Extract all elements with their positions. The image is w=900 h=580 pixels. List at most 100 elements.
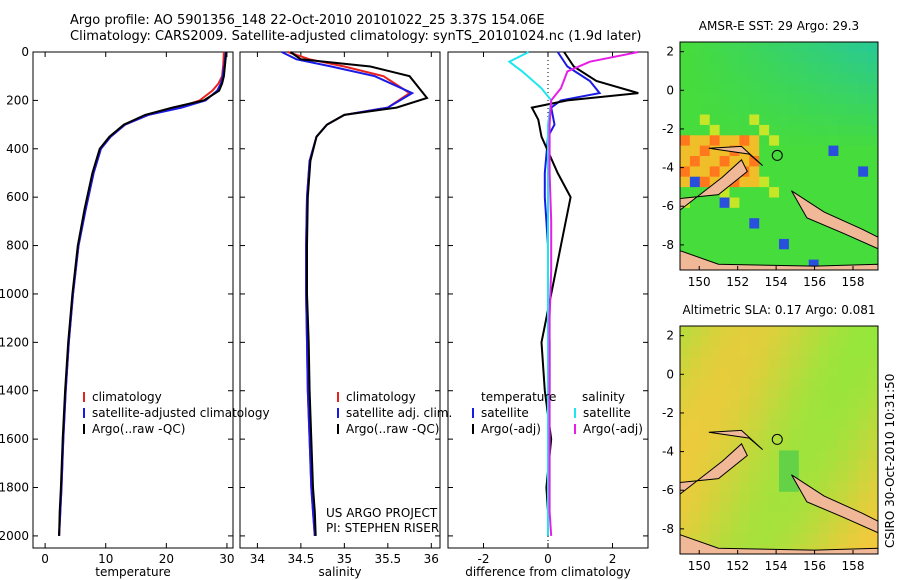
map-cell-1 — [759, 450, 770, 462]
map-cell-0 — [689, 73, 701, 84]
map-cell-0 — [729, 197, 740, 209]
map-cell-0 — [798, 249, 810, 261]
map-cell-0 — [759, 93, 770, 105]
map-cell-1 — [858, 346, 869, 358]
map-cell-0 — [848, 73, 859, 84]
map-cell-0 — [749, 218, 760, 230]
map-cell-1 — [739, 388, 750, 400]
map-cell-0 — [788, 124, 800, 136]
map-cell-1 — [779, 419, 790, 431]
map-cell-1 — [699, 460, 711, 472]
map-cell-0 — [808, 259, 820, 271]
map-cell-0 — [729, 124, 740, 136]
island-shape-1-b — [708, 429, 763, 451]
map-cell-1 — [838, 460, 849, 472]
map-cell-1 — [838, 367, 849, 379]
map-cell-0 — [749, 249, 760, 261]
map-cell-1 — [779, 522, 790, 534]
map-cell-0 — [858, 218, 869, 230]
map-cell-0 — [779, 166, 790, 178]
map-cell-0 — [729, 249, 740, 261]
map-cell-1 — [769, 491, 780, 503]
map-y-tick-label-0-3: -4 — [662, 161, 674, 175]
map-cell-1 — [709, 336, 721, 348]
map-cell-0 — [828, 187, 839, 198]
map-cell-1 — [699, 367, 711, 379]
map-cell-1 — [808, 326, 820, 337]
map-cell-0 — [769, 197, 780, 209]
map-cell-0 — [749, 187, 760, 198]
map-cell-1 — [828, 377, 839, 389]
map-y-tick-label-0-1: 0 — [666, 83, 674, 97]
map-cell-1 — [709, 357, 721, 368]
map-cell-1 — [779, 346, 790, 358]
map-cell-0 — [858, 187, 869, 198]
map-cell-1 — [868, 367, 879, 379]
map-cell-1 — [769, 346, 780, 358]
map-cell-0 — [828, 124, 839, 136]
map-cell-0 — [838, 156, 849, 167]
map-cell-0 — [729, 207, 740, 219]
map-cell-1 — [828, 326, 839, 337]
map-cell-0 — [838, 104, 849, 116]
map-cell-1 — [689, 326, 701, 337]
map-cell-1 — [808, 502, 820, 514]
map-cell-1 — [798, 346, 810, 358]
map-cell-0 — [818, 52, 829, 64]
map-cell-1 — [689, 419, 701, 431]
map-cell-1 — [848, 377, 859, 389]
map-cell-1 — [788, 429, 800, 441]
map-cell-0 — [779, 249, 790, 261]
map-cell-1 — [719, 408, 730, 420]
map-cell-0 — [818, 176, 829, 188]
map-cell-0 — [828, 249, 839, 261]
map-cell-1 — [868, 450, 879, 462]
y-tick-label-2: 400 — [6, 142, 29, 156]
map-cell-1 — [709, 491, 721, 503]
map-cell-1 — [838, 326, 849, 337]
map-cell-1 — [828, 481, 839, 493]
map-cell-1 — [680, 491, 691, 503]
map-cell-1 — [868, 419, 879, 431]
map-cell-1 — [699, 491, 711, 503]
map-cell-1 — [818, 450, 829, 462]
map-cell-0 — [828, 228, 839, 240]
map-x-tick-label-0-1: 152 — [726, 275, 749, 289]
map-cell-1 — [739, 481, 750, 493]
map-cell-1 — [680, 460, 691, 472]
map-cell-0 — [788, 166, 800, 178]
map-cell-1 — [699, 377, 711, 389]
map-cell-1 — [848, 336, 859, 348]
map-cell-0 — [838, 166, 849, 178]
map-cell-0 — [769, 135, 780, 147]
map-cell-1 — [729, 357, 740, 368]
map-cell-0 — [788, 259, 800, 271]
map-cell-0 — [828, 114, 839, 126]
map-cell-1 — [818, 543, 829, 555]
map-cell-0 — [848, 104, 859, 116]
map-cell-1 — [848, 522, 859, 534]
map-cell-1 — [838, 408, 849, 420]
map-cell-1 — [779, 357, 790, 368]
map-cell-1 — [769, 481, 780, 493]
map-cell-1 — [798, 377, 810, 389]
map-cell-1 — [798, 398, 810, 410]
map-cell-1 — [808, 346, 820, 358]
plot-frame-1 — [239, 51, 441, 549]
map-cell-0 — [808, 114, 820, 126]
map-cell-0 — [719, 124, 730, 136]
map-cell-0 — [759, 249, 770, 261]
map-cell-1 — [798, 388, 810, 400]
map-cell-0 — [818, 249, 829, 261]
map-cell-1 — [838, 440, 849, 451]
map-cell-1 — [858, 377, 869, 389]
map-cell-0 — [749, 207, 760, 219]
map-cell-1 — [868, 491, 879, 503]
legend-sal-2-label: Argo(..raw -QC) — [346, 422, 439, 436]
map-cell-0 — [788, 228, 800, 240]
map-cell-0 — [709, 197, 721, 209]
map-cell-1 — [759, 388, 770, 400]
map-cell-1 — [769, 398, 780, 410]
map-cell-1 — [759, 408, 770, 420]
map-cell-1 — [699, 336, 711, 348]
